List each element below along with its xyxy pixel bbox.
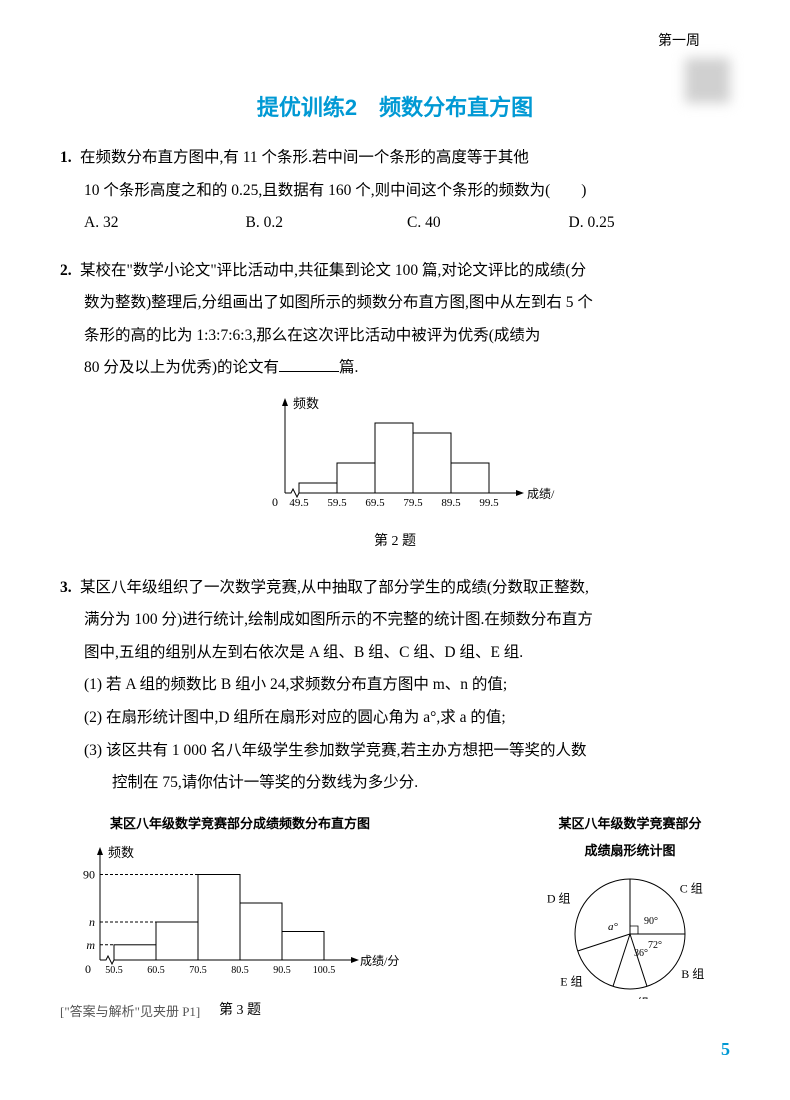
footer-note: ["答案与解析"见夹册 P1] [60, 1001, 200, 1020]
svg-text:频数: 频数 [108, 845, 134, 860]
q3-sub2: (2) 在扇形统计图中,D 组所在扇形对应的圆心角为 a°,求 a 的值; [60, 702, 730, 735]
svg-text:B 组: B 组 [681, 967, 704, 981]
svg-text:79.5: 79.5 [403, 497, 423, 509]
q1-opt-a: A. 32 [84, 207, 246, 240]
svg-text:100.5: 100.5 [313, 965, 336, 976]
q3-sub1: (1) 若 A 组的频数比 B 组小 24,求频数分布直方图中 m、n 的值; [60, 669, 730, 702]
q1-line1: 在频数分布直方图中,有 11 个条形.若中间一个条形的高度等于其他 [80, 149, 529, 166]
svg-text:成绩/分: 成绩/分 [360, 954, 399, 968]
question-1: 1.在频数分布直方图中,有 11 个条形.若中间一个条形的高度等于其他 10 个… [60, 142, 730, 240]
q3-pie-svg: C 组 B 组 A 组 E 组 D 组 90° 72°36° a° [545, 869, 715, 999]
svg-text:60.5: 60.5 [147, 965, 165, 976]
q2-line4: 80 分及以上为优秀)的论文有 [84, 359, 279, 376]
svg-text:90: 90 [83, 867, 95, 881]
q3-histogram-svg: 频数 90 nm 0 50.5 60.5 70.5 80.5 90.5 100.5 成绩/分 [60, 842, 420, 982]
svg-text:70.5: 70.5 [189, 965, 207, 976]
svg-text:69.5: 69.5 [365, 497, 385, 509]
svg-text:a°: a° [608, 921, 619, 933]
q1-opt-c: C. 40 [407, 207, 569, 240]
qr-blur [685, 58, 730, 103]
svg-text:90.5: 90.5 [273, 965, 291, 976]
svg-text:A 组: A 组 [626, 996, 649, 999]
page-title: 提优训练2 频数分布直方图 [60, 90, 730, 122]
header-week: 第一周 [658, 30, 700, 50]
svg-text:成绩/分: 成绩/分 [527, 487, 555, 501]
q2-line4b: 篇. [339, 359, 358, 376]
svg-text:E 组: E 组 [560, 975, 582, 989]
q3-histogram-col: 某区八年级数学竞赛部分成绩频数分布直方图 频数 90 nm 0 50.5 60.5 70.5… [60, 810, 420, 1026]
svg-text:80.5: 80.5 [231, 965, 249, 976]
q2-line3: 条形的高的比为 1:3:7:6:3,那么在这次评比活动中被评为优秀(成绩为 [60, 320, 730, 353]
svg-text:n: n [89, 915, 95, 929]
q2-histogram-svg: 频数 0 49.5 59.5 69.5 79.5 89.5 99.5 成绩/分 [235, 393, 555, 513]
question-2: 2.某校在"数学小论文"评比活动中,共征集到论文 100 篇,对论文评比的成绩(… [60, 255, 730, 557]
q3-hist-title: 某区八年级数学竞赛部分成绩频数分布直方图 [60, 810, 420, 837]
svg-text:0: 0 [272, 495, 278, 509]
q3-line3: 图中,五组的组别从左到右依次是 A 组、B 组、C 组、D 组、E 组. [60, 637, 730, 670]
q3-line2: 满分为 100 分)进行统计,绘制成如图所示的不完整的统计图.在频数分布直方 [60, 604, 730, 637]
q1-opt-b: B. 0.2 [246, 207, 408, 240]
q2-blank [279, 354, 339, 372]
q2-line2: 数为整数)整理后,分组画出了如图所示的频数分布直方图,图中从左到右 5 个 [60, 287, 730, 320]
q3-num: 3. [60, 572, 80, 605]
svg-text:C 组: C 组 [680, 881, 703, 895]
q1-opt-d: D. 0.25 [569, 207, 731, 240]
q3-sub3: (3) 该区共有 1 000 名八年级学生参加数学竞赛,若主办方想把一等奖的人数 [60, 735, 730, 768]
svg-text:90°: 90° [644, 916, 658, 927]
q3-line1: 某区八年级组织了一次数学竞赛,从中抽取了部分学生的成绩(分数取正整数, [80, 579, 589, 596]
svg-text:49.5: 49.5 [289, 497, 309, 509]
page-number: 5 [721, 1039, 730, 1060]
q2-line1: 某校在"数学小论文"评比活动中,共征集到论文 100 篇,对论文评比的成绩(分 [80, 262, 586, 279]
q1-line2: 10 个条形高度之和的 0.25,且数据有 160 个,则中间这个条形的频数为(… [60, 175, 730, 208]
svg-text:频数: 频数 [293, 396, 319, 411]
q2-num: 2. [60, 255, 80, 288]
q2-chart: 频数 0 49.5 59.5 69.5 79.5 89.5 99.5 成绩/分 第 2 题 [60, 393, 730, 557]
svg-text:36°: 36° [634, 948, 648, 959]
q1-options: A. 32 B. 0.2 C. 40 D. 0.25 [60, 207, 730, 240]
q3-pie-title: 某区八年级数学竞赛部分 成绩扇形统计图 [530, 810, 730, 865]
svg-text:D 组: D 组 [547, 892, 571, 906]
q3-sub3b: 控制在 75,请你估计一等奖的分数线为多少分. [60, 767, 730, 800]
svg-text:0: 0 [85, 962, 91, 976]
svg-text:59.5: 59.5 [327, 497, 347, 509]
q2-caption: 第 2 题 [60, 527, 730, 556]
svg-text:72°: 72° [648, 940, 662, 951]
q3-charts: 某区八年级数学竞赛部分成绩频数分布直方图 频数 90 nm 0 50.5 60.5 70.5… [60, 810, 730, 1026]
svg-text:m: m [86, 938, 95, 952]
q1-num: 1. [60, 142, 80, 175]
svg-text:89.5: 89.5 [441, 497, 461, 509]
svg-text:99.5: 99.5 [479, 497, 499, 509]
question-3: 3.某区八年级组织了一次数学竞赛,从中抽取了部分学生的成绩(分数取正整数, 满分… [60, 572, 730, 1026]
svg-text:50.5: 50.5 [105, 965, 123, 976]
q3-pie-col: 某区八年级数学竞赛部分 成绩扇形统计图 C 组 B 组 A 组 E 组 D 组 90° 72… [530, 810, 730, 1012]
